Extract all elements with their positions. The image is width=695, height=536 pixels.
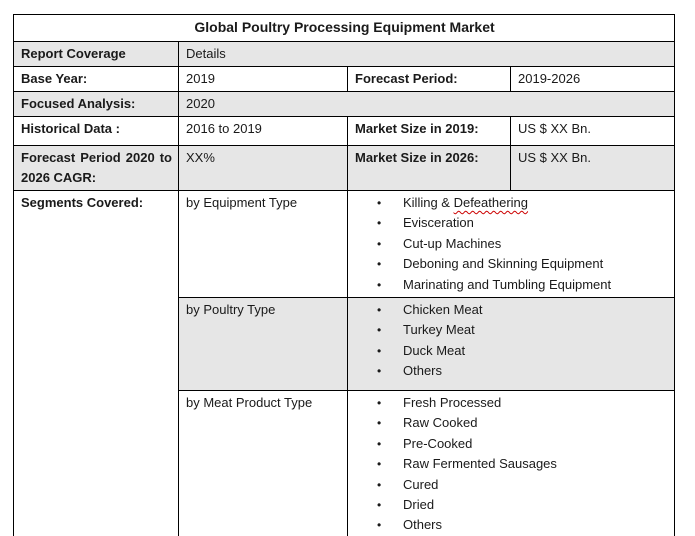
market-size-2019-label: Market Size in 2019: [347,116,511,146]
forecast-cagr-value: XX% [178,145,348,191]
bullet-item: • Pre-Cooked [377,434,668,454]
bullet-item-label: Cut-up Machines [403,235,502,251]
bullet-icon: • [377,196,382,210]
bullet-item: • Marinating and Tumbling Equipment [377,275,668,295]
bullet-item-label: Killing & Defeathering [403,195,529,210]
forecast-period-label: Forecast Period: [347,66,511,92]
forecast-period-value: 2019-2026 [509,66,676,92]
misspelled-word: Defeathering [453,195,529,210]
poultry-type-bullet-list: • Chicken Meat • Turkey Meat • Duck Meat • Othe… [355,300,668,382]
segments-covered-label: Segments Covered: [13,190,179,536]
bullet-item-label: Fresh Processed [403,395,502,410]
base-year-value: 2019 [178,66,348,92]
bullet-item: • Turkey Meat [377,320,668,340]
bullet-icon: • [377,343,382,358]
bullet-item: • Others [377,361,668,381]
market-size-2026-label: Market Size in 2026: [347,145,511,191]
equipment-type-bullet-list: • Killing & Defeathering • Evisceration • Cut… [355,193,668,295]
report-scope-table: Global Poultry Processing Equipment Mark… [12,14,676,536]
bullet-item: • Killing & Defeathering [377,193,668,213]
bullet-item-label: Turkey Meat [403,322,475,338]
bullet-icon: • [377,303,382,317]
meat-product-type-bullet-list: • Fresh Processed • Raw Cooked • Pre-Cooked • R… [355,393,668,536]
segment-group-poultry-type: by Poultry Type [178,297,348,391]
bullet-item: • Evisceration [377,213,668,233]
bullet-item-label: Others [403,517,443,533]
bullet-item-label: Raw Fermented Sausages [403,456,557,472]
bullet-icon: • [377,257,382,272]
bullet-item: • Deboning and Skinning Equipment [377,254,668,274]
bullet-item: • Cured [377,475,668,495]
bullet-item: • Raw Fermented Sausages [377,454,668,474]
bullet-icon: • [377,436,382,451]
bullet-icon: • [377,236,382,251]
bullet-icon: • [377,364,382,379]
bullet-icon: • [377,396,382,410]
bullet-item-label: Dried [403,496,435,512]
bullet-item: • Duck Meat [377,341,668,361]
forecast-cagr-label: Forecast Period 2020 to 2026 CAGR: [13,145,179,191]
bullet-item: • Cut-up Machines [377,234,668,254]
market-size-2019-value: US $ XX Bn. [509,116,676,146]
bullet-icon: • [377,518,382,533]
report-coverage-label: Report Coverage [13,41,179,67]
equipment-type-items-cell: • Killing & Defeathering • Evisceration • Cut… [346,190,676,298]
bullet-item: • Others [377,515,668,535]
focused-analysis-label: Focused Analysis: [13,91,179,117]
bullet-item-label: Pre-Cooked [403,435,473,451]
bullet-item-label: Chicken Meat [403,302,483,317]
bullet-icon: • [377,216,382,231]
bullet-icon: • [377,497,382,512]
bullet-item: • Dried [377,495,668,515]
bullet-icon: • [377,457,382,472]
focused-analysis-value: 2020 [177,91,676,117]
bullet-item-label: Evisceration [403,215,474,231]
bullet-item: • Chicken Meat [377,300,668,320]
table-title: Global Poultry Processing Equipment Mark… [12,14,676,42]
bullet-item-label: Cured [403,476,439,492]
bullet-icon: • [377,416,382,431]
segment-group-meat-product-type: by Meat Product Type [178,390,348,536]
meat-product-type-items-cell: • Fresh Processed • Raw Cooked • Pre-Cooked • R… [346,390,676,536]
bullet-icon: • [377,277,382,292]
bullet-item: • Raw Cooked [377,413,668,433]
bullet-item-label: Raw Cooked [403,415,478,431]
base-year-label: Base Year: [13,66,179,92]
market-size-2026-value: US $ XX Bn. [509,145,676,191]
bullet-item-label: Others [403,363,443,379]
bullet-item-label: Deboning and Skinning Equipment [403,256,604,272]
bullet-item-label: Marinating and Tumbling Equipment [403,276,612,292]
historical-data-value: 2016 to 2019 [178,116,348,146]
bullet-item-label: Duck Meat [403,342,466,358]
bullet-icon: • [377,477,382,492]
bullet-item: • Fresh Processed [377,393,668,413]
poultry-type-items-cell: • Chicken Meat • Turkey Meat • Duck Meat • Othe… [346,297,676,391]
historical-data-label: Historical Data : [13,116,179,146]
bullet-icon: • [377,323,382,338]
report-coverage-value: Details [177,41,676,67]
segment-group-equipment-type: by Equipment Type [178,190,348,298]
